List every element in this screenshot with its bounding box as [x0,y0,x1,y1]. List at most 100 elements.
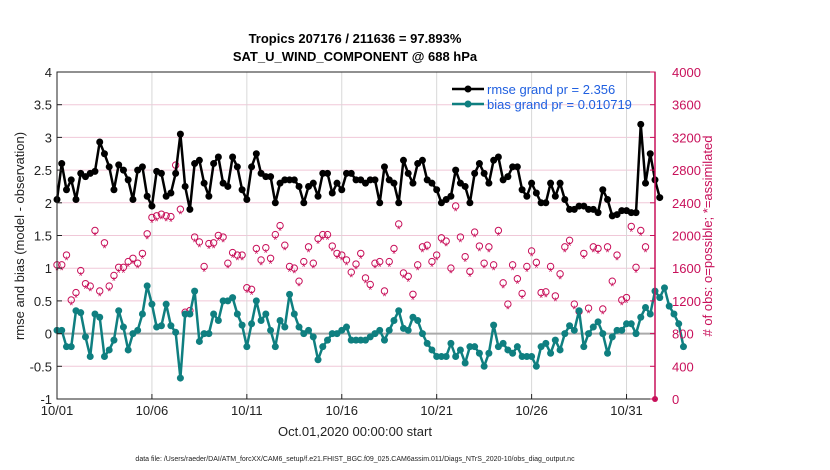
bias-point [257,317,265,325]
y-tick-label: 1.5 [34,229,52,244]
obs-assimilated-marker: * [601,309,606,321]
x-tick-label: 10/31 [610,403,643,418]
rmse-point [404,169,412,177]
bias-point [561,330,569,338]
obs-assimilated-marker: * [216,235,221,247]
legend-bias-marker [464,100,472,108]
obs-assimilated-marker: * [169,217,174,229]
bias-point [210,310,218,318]
bias-point [248,320,256,328]
rmse-point [62,186,70,194]
right-y-axis: 0 400 800 1200 1600 2000 2400 2800 3200 3600 4000 [650,65,701,407]
rmse-point [214,153,222,161]
obs-assimilated-marker: * [435,255,440,267]
obs-assimilated-marker: * [439,238,444,250]
obs-assimilated-marker: * [643,247,648,259]
rmse-point [452,166,460,174]
bias-point [58,326,66,334]
obs-possible-marker [105,282,113,290]
obs-assimilated-marker: * [401,273,406,285]
obs-possible-marker [537,288,545,297]
rmse-point [300,199,308,207]
obs-assimilated-marker: * [634,267,639,279]
obs-possible-marker [513,275,522,283]
legend-rmse-marker [464,85,472,93]
obs-assimilated-marker: * [64,255,69,267]
obs-possible-marker [110,271,118,280]
bias-point [509,349,517,357]
obs-assimilated-marker: * [430,262,435,274]
x-tick-label: 10/26 [515,403,548,418]
rmse-point [195,156,203,164]
obs-possible-marker [561,243,569,251]
rmse-point [347,169,355,177]
obs-assimilated-marker: * [79,271,84,283]
obs-assimilated-marker: * [107,286,112,298]
bias-point [570,326,578,334]
y2-tick-label: 4000 [672,65,701,80]
obs-possible-marker [371,259,379,267]
obs-possible-marker [290,264,299,272]
obs-assimilated-marker: * [249,289,254,301]
obs-assimilated-marker: * [553,296,558,308]
obs-possible-marker [200,262,208,271]
bias-point [456,346,464,354]
bias-point [679,343,687,351]
obs-possible-marker [176,205,185,213]
obs-assimilated-marker: * [525,266,530,278]
obs-assimilated-marker: * [340,255,345,267]
obs-possible-marker [499,279,507,287]
y2-tick-label: 0 [672,392,679,407]
rmse-point [91,167,99,175]
rmse-point [433,186,441,194]
legend: rmse grand pr = 2.356 bias grand pr = 0.… [452,82,632,112]
rmse-point [186,205,194,213]
obs-assimilated-marker: * [416,265,421,277]
obs-possible-marker [77,266,85,275]
rmse-point [371,176,379,184]
obs-assimilated-marker: * [287,266,292,278]
obs-possible-marker [252,244,261,253]
obs-possible-marker [243,284,251,292]
obs-assimilated-marker: * [482,263,487,275]
rmse-point [475,160,483,168]
obs-possible-marker [62,251,71,259]
rmse-point [224,182,232,190]
obs-possible-marker [86,282,94,290]
grid [57,72,655,399]
bias-point [665,302,673,310]
obs-assimilated-marker: * [292,268,297,280]
rmse-point [637,120,645,128]
obs-assimilated-marker: * [330,246,335,258]
rmse-point [72,196,80,204]
obs-assimilated-marker: * [496,231,501,243]
bias-point [267,326,275,334]
obs-possible-marker [418,243,427,251]
obs-possible-marker [494,226,503,235]
legend-bias-label: bias grand pr = 0.010719 [487,97,632,112]
bias-point [390,317,398,325]
obs-possible-marker [637,226,645,235]
rmse-point [96,138,104,146]
y-tick-label: -0.5 [30,359,52,374]
obs-assimilated-marker: * [131,258,136,270]
obs-assimilated-marker: * [311,263,316,275]
bias-point [134,326,142,334]
rmse-point [143,192,151,200]
obs-possible-marker [395,220,403,228]
obs-assimilated-marker: * [150,217,155,229]
bias-point [585,330,593,338]
obs-possible-marker [352,260,360,268]
bias-point [547,349,555,357]
obs-possible-marker [233,251,242,259]
bias-point [618,326,626,334]
obs-assimilated-marker: * [202,266,207,278]
bias-point [281,323,289,331]
obs-assimilated-marker: * [373,263,378,275]
y-tick-label: 0.5 [34,294,52,309]
bias-point [480,362,488,370]
y2-tick-label: 2400 [672,196,701,211]
obs-assimilated-marker: * [454,206,459,218]
obs-possible-marker [91,226,99,235]
obs-possible-marker [133,259,142,267]
